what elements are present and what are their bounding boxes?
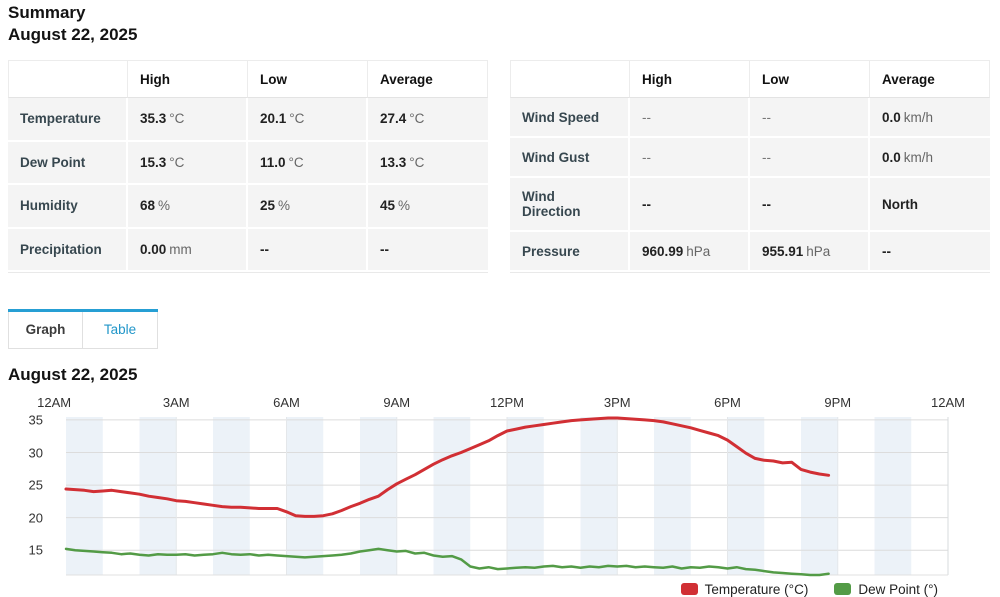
y-tick-label: 20 [28, 510, 43, 526]
tab-graph[interactable]: Graph [8, 312, 83, 349]
value-cell: 20.1 °C [248, 98, 368, 142]
value-cell: -- [750, 138, 870, 178]
x-tick-label: 6PM [714, 395, 741, 410]
plot-svg [64, 416, 949, 577]
value-cell: 15.3 °C [128, 141, 248, 185]
history-chart: 12AM 3AM 6AM 9AM 12PM 3PM 6PM 9PM 12AM 35 30 25 20 1… [17, 395, 990, 577]
column-header: Low [248, 60, 368, 98]
value-cell: -- [630, 98, 750, 138]
value-cell: -- [750, 178, 870, 232]
row-label: Wind Direction [510, 178, 630, 232]
x-tick-label: 12PM [490, 395, 524, 410]
page-title: Summary [8, 3, 86, 22]
plot-band [433, 417, 471, 575]
value-cell: 45% [368, 185, 488, 229]
row-label: Temperature [8, 98, 128, 142]
value-cell: 27.4 °C [368, 98, 488, 142]
plot-band [874, 417, 912, 575]
x-tick-label: 3PM [603, 395, 631, 410]
legend-item[interactable]: Temperature (°C) [680, 581, 809, 597]
plot-band [507, 417, 544, 575]
summary-table-left: High Low Average Temperature 35.3 °C 20.1 °C 27.… [8, 60, 488, 273]
value-cell: 11.0 °C [248, 141, 368, 185]
row-label: Wind Speed [510, 98, 630, 138]
legend-swatch-icon [834, 583, 852, 595]
x-tick-label: 12AM [37, 395, 72, 410]
value-cell: -- [870, 232, 990, 272]
column-header: Average [368, 60, 488, 98]
table-header-row: High Low Average [8, 60, 488, 98]
value-cell: 35.3 °C [128, 98, 248, 142]
series-line-dew-point [64, 547, 830, 577]
value-cell: 0.00 mm [128, 228, 248, 272]
column-header: Low [750, 60, 870, 98]
x-tick-label: 3AM [162, 395, 190, 410]
page-date: August 22, 2025 [8, 25, 138, 44]
value-cell: 25% [248, 185, 368, 229]
row-label: Precipitation [8, 228, 128, 272]
x-tick-label: 6AM [273, 395, 300, 410]
table-row: Precipitation 0.00 mm -- -- [8, 228, 488, 272]
value-cell: -- [750, 98, 870, 138]
tab-table[interactable]: Table [83, 312, 158, 349]
table-row: Humidity 68% 25% 45% [8, 185, 488, 229]
row-label: Pressure [510, 232, 630, 272]
value-cell: 960.99 hPa [630, 232, 750, 272]
y-tick-label: 25 [28, 477, 43, 493]
plot-band [286, 417, 324, 575]
column-header [510, 60, 630, 98]
y-tick-label: 35 [28, 412, 43, 428]
table-header-row: High Low Average [510, 60, 990, 98]
table-row: Dew Point 15.3 °C 11.0 °C 13.3 °C [8, 141, 488, 185]
x-tick-label: 9PM [824, 395, 852, 410]
legend-label: Temperature (°C) [704, 581, 809, 597]
value-cell: -- [368, 228, 488, 272]
column-header: Average [870, 60, 990, 98]
y-tick-label: 30 [28, 445, 43, 460]
table-row: Temperature 35.3 °C 20.1 °C 27.4 °C [8, 98, 488, 142]
value-cell: 13.3 °C [368, 141, 488, 185]
table-row: Wind Speed -- -- 0.0 km/h [510, 98, 990, 138]
view-tabs: Graph Table [8, 309, 158, 349]
value-cell: 955.91 hPa [750, 232, 870, 272]
plot-band [727, 417, 765, 575]
value-cell: North [870, 178, 990, 232]
legend-label: Dew Point (°) [858, 581, 938, 597]
legend-swatch-icon [680, 583, 698, 595]
table-row: Wind Direction -- -- North [510, 178, 990, 232]
value-cell: -- [248, 228, 368, 272]
plot-band [580, 417, 618, 575]
x-tick-label: 9AM [383, 395, 411, 410]
value-cell: 0.0 km/h [870, 98, 990, 138]
summary-tables: High Low Average Temperature 35.3 °C 20.1 °C 27.… [8, 60, 990, 273]
chart-date-heading: August 22, 2025 [8, 365, 138, 384]
y-tick-label: 15 [28, 542, 43, 558]
legend-item[interactable]: Dew Point (°) [834, 582, 938, 597]
value-cell: 0.0 km/h [870, 138, 990, 178]
table-row: Pressure 960.99 hPa 955.91 hPa -- [510, 232, 990, 272]
value-cell: -- [630, 178, 750, 232]
column-header: High [128, 60, 248, 98]
plot-band [213, 417, 250, 575]
column-header [8, 60, 128, 98]
row-label: Humidity [8, 185, 128, 229]
plot-band [801, 417, 838, 575]
series-line-temperature [64, 416, 831, 518]
x-tick-label: 12AM [931, 395, 965, 410]
chart-legend: Temperature (°C) Dew Point (°) [8, 581, 938, 597]
plot-band [654, 417, 691, 575]
table-row: Wind Gust -- -- 0.0 km/h [510, 138, 990, 178]
value-cell: 68% [128, 185, 248, 229]
column-header: High [630, 60, 750, 98]
row-label: Dew Point [8, 141, 128, 185]
summary-table-right: High Low Average Wind Speed -- -- 0.0 km/h Wind … [510, 60, 990, 273]
row-label: Wind Gust [510, 138, 630, 178]
value-cell: -- [630, 138, 750, 178]
